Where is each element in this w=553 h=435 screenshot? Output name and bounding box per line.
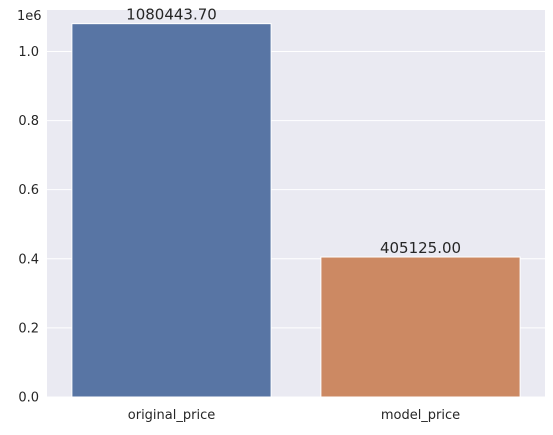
y-tick-label: 0.0 bbox=[18, 391, 39, 406]
bar bbox=[71, 23, 272, 398]
y-tick-label: 0.2 bbox=[18, 321, 39, 336]
y-tick-label: 0.6 bbox=[18, 183, 39, 198]
y-tick-label: 0.4 bbox=[18, 252, 39, 267]
bar-value-label: 1080443.70 bbox=[126, 6, 217, 24]
data-labels: 1080443.70 405125.00 bbox=[126, 6, 461, 257]
y-axis-offset-label: 1e6 bbox=[17, 9, 42, 24]
y-tick-label: 0.8 bbox=[18, 114, 39, 129]
x-axis-ticks: original_price model_price bbox=[128, 408, 460, 423]
y-tick-label: 1.0 bbox=[18, 45, 39, 60]
bar bbox=[320, 256, 521, 398]
y-axis-ticks: 0.0 0.2 0.4 0.6 0.8 1.0 bbox=[18, 45, 39, 406]
bar-value-label: 405125.00 bbox=[380, 239, 461, 257]
x-tick-label: original_price bbox=[128, 408, 215, 423]
bars bbox=[71, 23, 521, 398]
x-tick-label: model_price bbox=[381, 408, 460, 423]
